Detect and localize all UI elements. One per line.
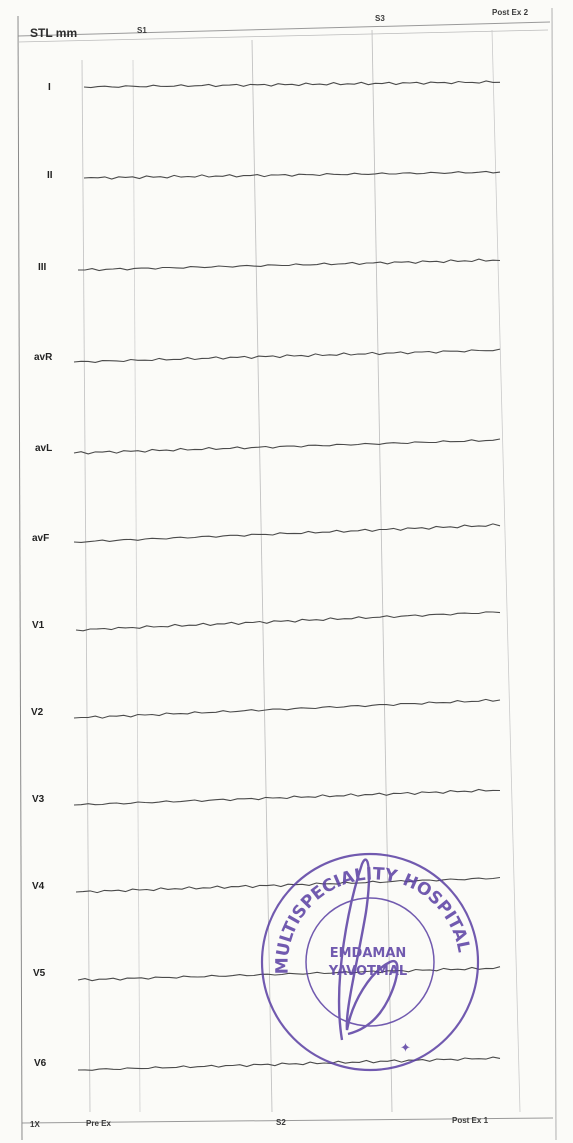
stage-label-1x: 1X <box>30 1120 40 1129</box>
st-trace-v6 <box>77 1056 501 1071</box>
stamp-center-text-1: EMDAMAN <box>330 946 407 961</box>
signature <box>337 858 399 1041</box>
stamp-outer-ring <box>260 852 480 1072</box>
st-trace-v4 <box>75 876 501 894</box>
lead-label-avl: avL <box>35 443 53 454</box>
lead-label-v6: V6 <box>34 1058 47 1069</box>
lead-label-v4: V4 <box>32 881 45 892</box>
grid-vline-3 <box>251 39 273 1113</box>
st-trace-i <box>83 80 501 89</box>
header-divider <box>17 29 549 43</box>
lead-label-avf: avF <box>32 533 50 544</box>
st-trace-v2 <box>73 698 501 719</box>
lead-label-iii: III <box>38 262 47 273</box>
stage-label-s3: S3 <box>375 14 385 23</box>
stage-label-s1: S1 <box>137 26 147 35</box>
st-trace-v3 <box>73 788 501 806</box>
stage-label-pre-ex: Pre Ex <box>86 1119 111 1128</box>
grid-vline-1 <box>81 59 91 1113</box>
lead-label-ii: II <box>47 170 53 181</box>
lead-label-avr: avR <box>34 352 53 363</box>
frame-top <box>17 21 551 37</box>
lead-label-v5: V5 <box>33 968 46 979</box>
lead-label-v1: V1 <box>32 620 45 631</box>
stamp-star: ✦ <box>400 1041 411 1056</box>
lead-traces <box>73 80 501 1071</box>
st-trace-v5 <box>77 966 501 982</box>
grid-vline-5 <box>491 29 521 1113</box>
stamp-center-text-2: YAVOTMAL <box>328 964 407 979</box>
lead-label-v3: V3 <box>32 794 45 805</box>
frame-left <box>17 15 23 1141</box>
st-trace-avf <box>73 523 501 543</box>
st-trace-avl <box>73 438 501 455</box>
lead-label-v2: V2 <box>31 707 44 718</box>
report-title: STL mm <box>30 26 78 40</box>
stage-label-post-ex-1: Post Ex 1 <box>452 1116 489 1125</box>
st-trace-avr <box>73 348 501 363</box>
stamp-inner-ring <box>305 897 435 1027</box>
frame-right <box>551 7 557 1141</box>
grid-vline-2 <box>132 59 141 1113</box>
frame-bottom <box>21 1117 554 1124</box>
st-trace-iii <box>78 258 501 272</box>
lead-label-i: I <box>48 82 51 93</box>
stage-label-post-ex-2: Post Ex 2 <box>492 8 529 17</box>
st-trace-ii <box>83 170 501 180</box>
grid-vline-4 <box>371 29 393 1113</box>
stage-label-s2: S2 <box>276 1118 286 1127</box>
st-trace-v1 <box>75 611 501 632</box>
